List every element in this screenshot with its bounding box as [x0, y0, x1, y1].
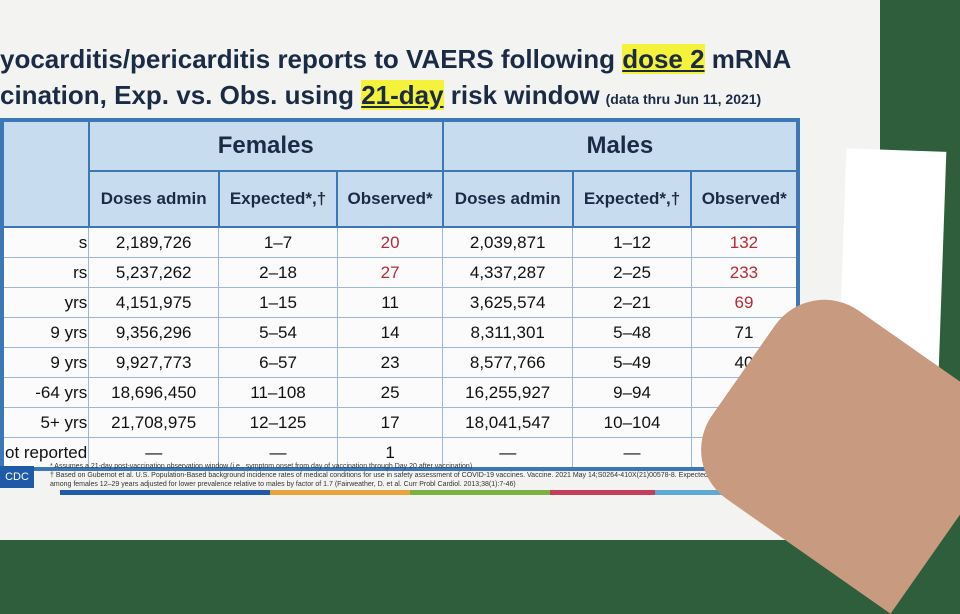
color-bar — [60, 490, 760, 495]
header-row: Doses admin Expected*,† Observed* Doses adm… — [2, 170, 799, 228]
table-cell: — — [218, 437, 338, 470]
title-text: yocarditis/pericarditis reports to VAERS… — [0, 44, 623, 74]
column-header: Expected*,† — [571, 170, 693, 228]
logo: CDC — [0, 466, 34, 488]
header-row: Females Males — [1, 119, 800, 228]
table-cell: 9,356,296 — [88, 317, 220, 348]
row-label: s — [1, 226, 90, 258]
column-header: Doses admin — [87, 170, 220, 228]
row-label: rs — [1, 257, 90, 288]
title-text: mRNA — [704, 44, 792, 74]
table-cell: 2,039,871 — [442, 226, 574, 258]
column-header: Observed* — [690, 170, 799, 228]
table-cell: 5–48 — [572, 317, 692, 348]
column-header: Observed* — [336, 170, 444, 228]
table-cell: 14 — [336, 317, 444, 348]
footnotes: * Assumes a 21-day post-vaccination obse… — [50, 462, 750, 489]
table-cell: 233 — [690, 257, 799, 288]
table-cell: 1–12 — [572, 226, 692, 258]
table-row: rs 5,237,262 2–18 27 4,337,287 2–25 233 — [1, 257, 799, 288]
row-label: ot reported — [1, 437, 90, 470]
table-cell: — — [572, 437, 692, 470]
table-cell: 16,255,927 — [442, 377, 574, 408]
table-cell: 1–7 — [218, 226, 338, 258]
corner-cell — [1, 119, 90, 228]
title-highlight: 21-day — [361, 80, 444, 110]
table-cell: 27 — [336, 257, 444, 288]
table-cell: 4,337,287 — [442, 257, 574, 288]
group-header: Females — [87, 119, 444, 172]
table-cell: 2–25 — [572, 257, 692, 288]
title-highlight: dose 2 — [622, 44, 705, 74]
table-cell: 2,189,726 — [88, 226, 220, 258]
table-cell: 18,041,547 — [442, 407, 574, 438]
table-row: 9 yrs 9,927,773 6–57 23 8,577,766 5–49 40 — [1, 347, 799, 378]
table-cell: 2–18 — [218, 257, 338, 288]
table-cell: 25 — [336, 377, 444, 408]
table-row: yrs 4,151,975 1–15 11 3,625,574 2–21 69 — [1, 287, 799, 318]
footnote: † Based on Gubernot et al. U.S. Populati… — [50, 472, 731, 488]
row-label: -64 yrs — [1, 377, 90, 408]
table-row: -64 yrs18,696,45011–1082516,255,9279–943… — [1, 377, 799, 408]
column-header: Doses admin — [441, 170, 574, 228]
table-cell: 5,237,262 — [88, 257, 220, 288]
title-note: (data thru Jun 11, 2021) — [605, 91, 762, 107]
table-cell: 5–54 — [218, 317, 338, 348]
table-cell: 23 — [336, 347, 444, 378]
footnote: * Assumes a 21-day post-vaccination obse… — [50, 463, 473, 470]
table-cell: 11 — [336, 287, 444, 318]
table-cell: 4,151,975 — [88, 287, 220, 318]
table-cell: 1–15 — [218, 287, 338, 318]
table-cell: 12–125 — [218, 407, 338, 438]
slide: yocarditis/pericarditis reports to VAERS… — [0, 0, 880, 540]
table-cell: 11–108 — [218, 377, 338, 408]
table-cell: 6–57 — [218, 347, 338, 378]
title-line: cination, Exp. vs. Obs. using 21-day ris… — [0, 80, 761, 111]
column-header: Expected*,† — [217, 170, 339, 228]
table-cell: — — [88, 437, 220, 470]
table-cell: 10–104 — [572, 407, 692, 438]
table-cell: 132 — [690, 226, 799, 258]
table-cell: 18,696,450 — [88, 377, 220, 408]
title-text: risk window — [443, 80, 600, 110]
table-cell: 3,625,574 — [442, 287, 574, 318]
table-cell: 9–94 — [572, 377, 692, 408]
table-cell: 9,927,773 — [88, 347, 220, 378]
table-row: s 2,189,726 1–7 20 2,039,871 1–12 132 — [1, 226, 799, 258]
table-cell: 21,708,975 — [88, 407, 220, 438]
title-line: yocarditis/pericarditis reports to VAERS… — [0, 44, 791, 75]
data-table: Females Males Doses admin Expected*,† Observ… — [0, 118, 800, 471]
row-label: 9 yrs — [1, 347, 90, 378]
table-cell: 2–21 — [572, 287, 692, 318]
table-row: 5+ yrs 21,708,975 12–125 17 18,041,547 10–104… — [1, 407, 799, 438]
table-cell: — — [442, 437, 574, 470]
group-header: Males — [441, 119, 800, 172]
table-cell: 1 — [336, 437, 444, 470]
title-text: cination, Exp. vs. Obs. using — [0, 80, 362, 110]
table-cell: 5–49 — [572, 347, 692, 378]
table-cell: 8,577,766 — [442, 347, 574, 378]
row-label: yrs — [1, 287, 90, 318]
table-row: 9 yrs 9,356,296 5–54 14 8,311,301 5–48 71 — [1, 317, 799, 348]
row-label: 9 yrs — [1, 317, 90, 348]
table-cell: 17 — [336, 407, 444, 438]
table-cell: 20 — [336, 226, 444, 258]
table-cell: 69 — [690, 287, 799, 318]
row-label: 5+ yrs — [1, 407, 90, 438]
table-cell: 8,311,301 — [442, 317, 574, 348]
